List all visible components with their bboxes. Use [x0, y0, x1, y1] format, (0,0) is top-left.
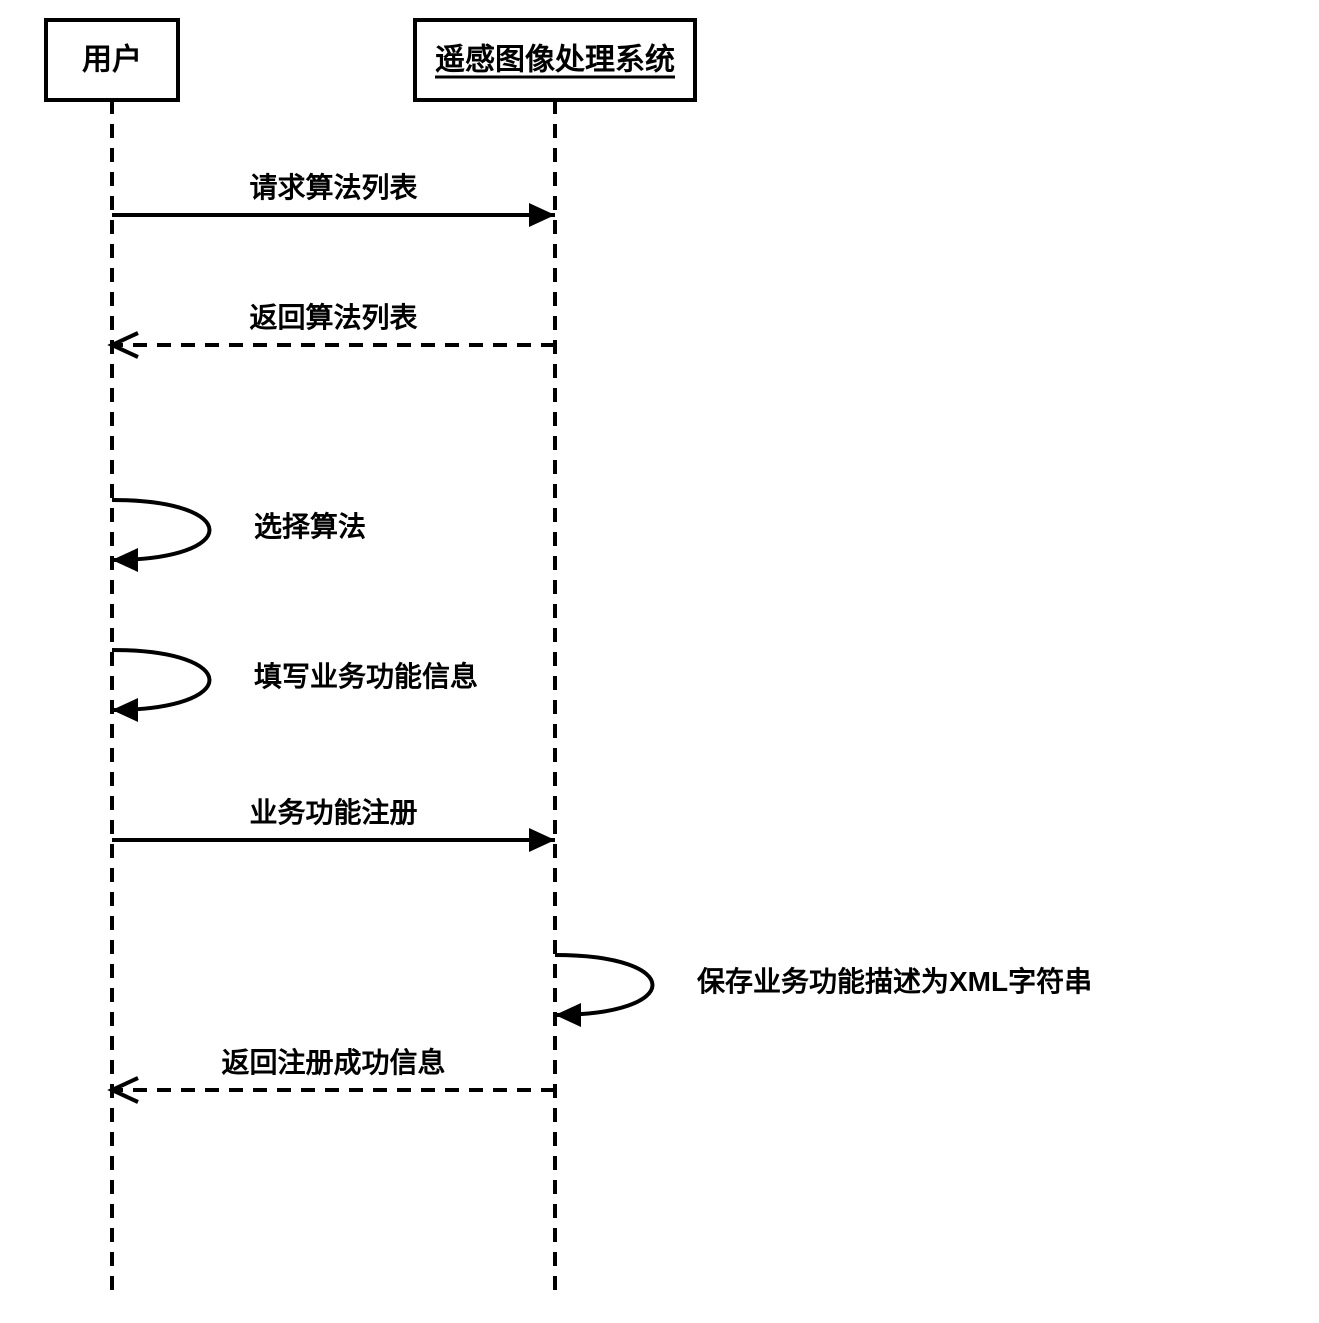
actor-label-user: 用户	[82, 44, 142, 77]
sequence-diagram: 用户 遥感图像处理系统请求算法列表返回算法列表选择算法填写业务功能信息业务功能注册…	[0, 0, 1319, 1323]
self-message-label-3: 填写业务功能信息	[254, 660, 478, 692]
arrowhead	[555, 1003, 581, 1027]
arrowhead	[529, 203, 555, 227]
self-message-3	[112, 650, 210, 710]
message-label-4: 业务功能注册	[249, 796, 417, 828]
arrowhead	[112, 698, 138, 722]
arrowhead	[112, 548, 138, 572]
message-label-0: 请求算法列表	[249, 171, 417, 203]
self-message-5	[555, 955, 653, 1015]
self-message-label-2: 选择算法	[254, 510, 366, 542]
actor-label-system: 遥感图像处理系统	[435, 43, 675, 77]
self-message-2	[112, 500, 210, 560]
arrowhead	[529, 828, 555, 852]
self-message-label-5: 保存业务功能描述为XML字符串	[697, 965, 1092, 997]
message-label-1: 返回算法列表	[249, 301, 417, 333]
message-label-6: 返回注册成功信息	[221, 1046, 445, 1078]
